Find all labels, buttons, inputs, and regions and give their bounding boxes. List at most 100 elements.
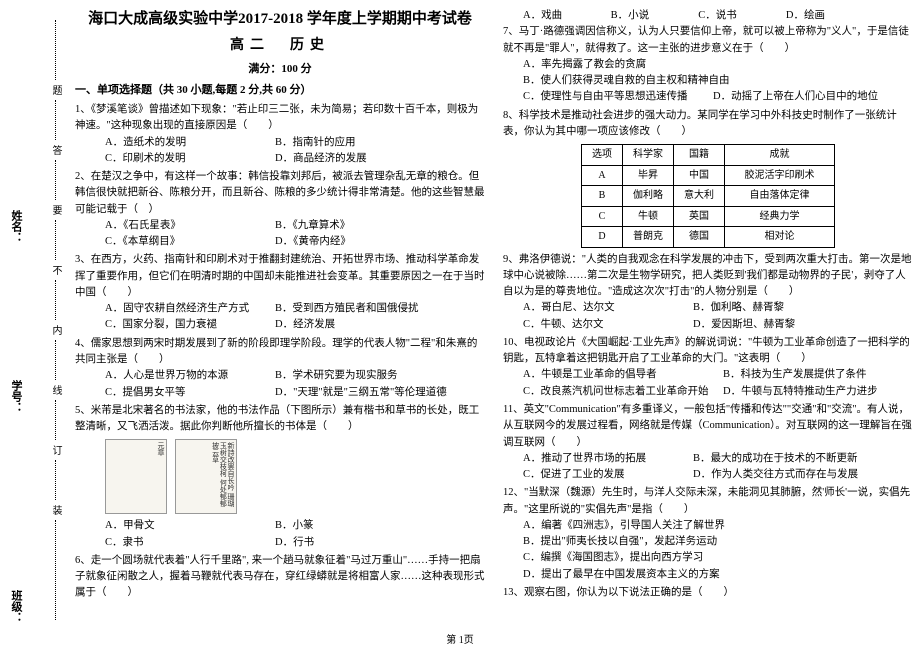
page-content: 海口大成高级实验中学2017-2018 学年度上学期期中考试卷 高二 历史 满分… [75,8,915,604]
q-stem: 12、"当默深（魏源）先生时，与洋人交际未深，未能洞见其肺腑，然'师长'一说，实… [503,485,913,518]
calligraphy-image-1: 元章 [105,439,167,514]
opt-d: D．商品经济的发展 [275,151,445,167]
opt-a: A．推动了世界市场的拓展 [523,451,693,467]
dotted-line [55,20,56,80]
question-6: 6、走一个圆场就代表着"人行千里路", 来一个趟马就象征着"马过万重山"……手持… [75,553,485,602]
opt-a: A．编著《四洲志》，引导国人关注了解世界 [523,518,743,534]
q-stem: 3、在西方，火药、指南针和印刷术对于推翻封建统治、开拓世界市场、推动科学革命发挥… [75,252,485,301]
opt-d: D．"天理"就是"三纲五常"等伦理道德 [275,385,447,401]
td: B [582,186,623,207]
q-stem: 1、《梦溪笔谈》曾描述如下现象："若止印三二张，未为简易；若印数十百千本，则极为… [75,102,485,135]
opt-d: D．动摇了上帝在人们心目中的地位 [713,89,883,105]
dotted-line [55,520,56,620]
th: 选项 [582,145,623,166]
dotted-line [55,340,56,380]
td: 毕昇 [623,165,674,186]
td: 德国 [674,227,725,248]
bind-mark: 不 [48,265,63,275]
bind-mark: 订 [48,445,63,455]
opt-b: B．使人们获得灵魂自救的自主权和精神自由 [523,73,730,89]
calligraphy-image-2: 新詩改罢自长吟 珊瑚玉树交枝柯 何处郁郁披云草 [175,439,237,514]
opt-d: D．作为人类交往方式而存在与发展 [693,467,863,483]
scientist-table: 选项科学家国籍成就 A毕昇中国胶泥活字印刷术 B伽利略意大利自由落体定律 C牛顿… [581,144,835,248]
opt-c: C．提倡男女平等 [105,385,275,401]
opt-c: C．印刷术的发明 [105,151,275,167]
full-score: 满分：100 分 [75,61,485,78]
opt-a: A．率先揭露了教会的贪腐 [523,57,713,73]
question-9: 9、弗洛伊德说："人类的自我观念在科学发展的冲击下，受到两次重大打击。第一次是地… [503,252,913,333]
question-5: 5、米芾是北宋著名的书法家，他的书法作品（下图所示）兼有楷书和草书的长处，既工整… [75,403,485,551]
q-stem: 11、英文"Communication"有多重译义，一般包括"传播和传达""交通… [503,402,913,451]
opt-a: A．哥白尼、达尔文 [523,300,693,316]
question-1: 1、《梦溪笔谈》曾描述如下现象："若止印三二张，未为简易；若印数十百千本，则极为… [75,102,485,167]
opt-b: B．科技为生产发展提供了条件 [723,367,893,383]
question-10: 10、电视政论片《大国崛起·工业先声》的解说词说："牛顿为工业革命创造了一把科学… [503,335,913,400]
opt-b: B．最大的成功在于技术的不断更新 [693,451,863,467]
opt-c: C．牛顿、达尔文 [523,317,693,333]
question-13: 13、观察右图，你认为以下说法正确的是（ ） [503,585,913,601]
opt-c: C．《本草纲目》 [105,234,275,250]
td: A [582,165,623,186]
q-stem: 9、弗洛伊德说："人类的自我观念在科学发展的冲击下，受到两次重大打击。第一次是地… [503,252,913,301]
q-stem: 7、马丁·路德强调因信称义，认为人只要信仰上帝，就可以被上帝称为"义人"，于是信… [503,24,913,57]
td: C [582,206,623,227]
bind-mark: 要 [48,205,63,215]
opt-b: B．提出"师夷长技以自强"，发起洋务运动 [523,534,717,550]
bind-mark: 装 [48,505,63,515]
page-footer: 第 1页 [0,631,920,646]
opt-d: D．经济发展 [275,317,445,333]
opt-b: B．受到西方殖民者和国俄侵扰 [275,301,445,317]
question-11: 11、英文"Communication"有多重译义，一般包括"传播和传达""交通… [503,402,913,483]
td: 中国 [674,165,725,186]
opt-c: C．隶书 [105,535,275,551]
opt-d: D．绘画 [786,8,871,24]
opt-b: B．指南针的应用 [275,135,445,151]
opt-d: D．提出了最早在中国发展资本主义的方案 [523,567,720,583]
binding-margin: 班级： 学号： 姓名： 题 答 要 不 内 线 订 装 [0,0,70,650]
opt-b: B．小篆 [275,518,445,534]
td: D [582,227,623,248]
bind-mark: 线 [48,385,63,395]
q-stem: 5、米芾是北宋著名的书法家，他的书法作品（下图所示）兼有楷书和草书的长处，既工整… [75,403,485,436]
dotted-line [55,220,56,260]
bind-mark: 答 [48,145,63,155]
opt-b: B．小说 [611,8,696,24]
opt-a: A．戏曲 [523,8,608,24]
bind-mark: 题 [48,85,63,95]
opt-c: C．国家分裂，国力衰褪 [105,317,275,333]
question-2: 2、在楚汉之争中，有这样一个故事：韩信投靠刘邦后，被派去管理杂乱无章的粮仓。但韩… [75,169,485,250]
q-stem: 8、科学技术是推动社会进步的强大动力。某同学在学习中外科技史时制作了一张统计表，… [503,108,913,141]
opt-a: A．牛顿是工业革命的倡导者 [523,367,723,383]
section-heading: 一、单项选择题（共 30 小题,每题 2 分,共 60 分） [75,82,485,99]
label-id: 学号： [8,380,24,413]
dotted-line [55,460,56,500]
td: 伽利略 [623,186,674,207]
opt-c: C．使理性与自由平等思想迅速传播 [523,89,713,105]
q-stem: 6、走一个圆场就代表着"人行千里路", 来一个趟马就象征着"马过万重山"……手持… [75,553,485,602]
opt-d: D．爱因斯坦、赫胥黎 [693,317,863,333]
td: 胶泥活字印刷术 [725,165,835,186]
opt-c: C．促进了工业的发展 [523,467,693,483]
th: 国籍 [674,145,725,166]
td: 普朗克 [623,227,674,248]
opt-a: A．《石氏星表》 [105,218,275,234]
opt-d: D．《黄帝内经》 [275,234,445,250]
subject-title: 高二 历史 [75,35,485,57]
opt-d: D．行书 [275,535,445,551]
question-3: 3、在西方，火药、指南针和印刷术对于推翻封建统治、开拓世界市场、推动科学革命发挥… [75,252,485,333]
opt-a: A．甲骨文 [105,518,275,534]
opt-a: A．固守农耕自然经济生产方式 [105,301,275,317]
q-stem: 13、观察右图，你认为以下说法正确的是（ ） [503,585,913,601]
label-name: 姓名： [8,210,24,243]
opt-c: C．改良蒸汽机问世标志着工业革命开始 [523,384,723,400]
opt-b: B．伽利略、赫胥黎 [693,300,863,316]
question-7: 7、马丁·路德强调因信称义，认为人只要信仰上帝，就可以被上帝称为"义人"，于是信… [503,24,913,105]
opt-d: D．牛顿与瓦特特推动生产力进步 [723,384,893,400]
dotted-line [55,400,56,440]
dotted-line [55,160,56,200]
opt-c: C．编撰《海国图志》，提出向西方学习 [523,550,743,566]
opt-b: B．学术研究要为现实服务 [275,368,445,384]
th: 成就 [725,145,835,166]
left-column: 海口大成高级实验中学2017-2018 学年度上学期期中考试卷 高二 历史 满分… [75,8,485,604]
question-8: 8、科学技术是推动社会进步的强大动力。某同学在学习中外科技史时制作了一张统计表，… [503,108,913,248]
